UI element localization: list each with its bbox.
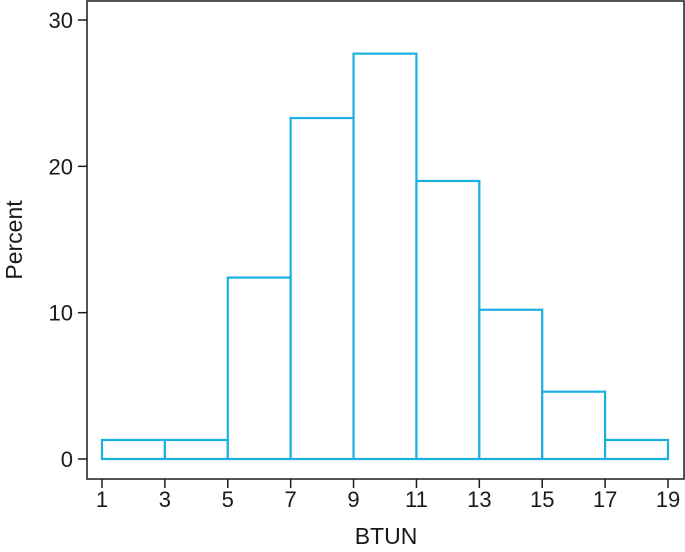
x-tick-label: 5 <box>222 487 234 512</box>
y-axis: 0 10 20 30 <box>49 8 87 472</box>
histogram-bar <box>478 308 544 461</box>
x-tick-label: 17 <box>593 487 617 512</box>
x-tick-label: 11 <box>405 487 428 512</box>
x-tick-label: 15 <box>530 487 554 512</box>
x-tick-label: 9 <box>347 487 359 512</box>
x-axis-label: BTUN <box>355 523 418 549</box>
y-tick-label: 10 <box>49 301 73 326</box>
histogram-bar <box>352 52 418 461</box>
x-tick-label: 13 <box>467 487 491 512</box>
x-tick-label: 1 <box>96 487 108 512</box>
y-tick-label: 20 <box>49 154 73 179</box>
histogram-bar <box>604 438 670 461</box>
x-axis: 1 3 5 7 9 11 13 15 17 19 <box>96 479 680 512</box>
histogram-bar <box>226 276 292 461</box>
histogram-bar <box>100 438 166 461</box>
y-axis-label: Percent <box>1 200 27 280</box>
y-tick-label: 0 <box>61 447 73 472</box>
y-tick-label: 30 <box>49 8 73 33</box>
histogram-bar <box>415 179 481 461</box>
bars-group <box>100 52 670 461</box>
plot-frame <box>86 0 685 480</box>
histogram-bar <box>163 438 229 461</box>
x-tick-label: 3 <box>159 487 171 512</box>
histogram-bar <box>289 116 355 461</box>
x-tick-label: 19 <box>656 487 680 512</box>
x-tick-label: 7 <box>285 487 297 512</box>
histogram-bar <box>541 390 607 461</box>
